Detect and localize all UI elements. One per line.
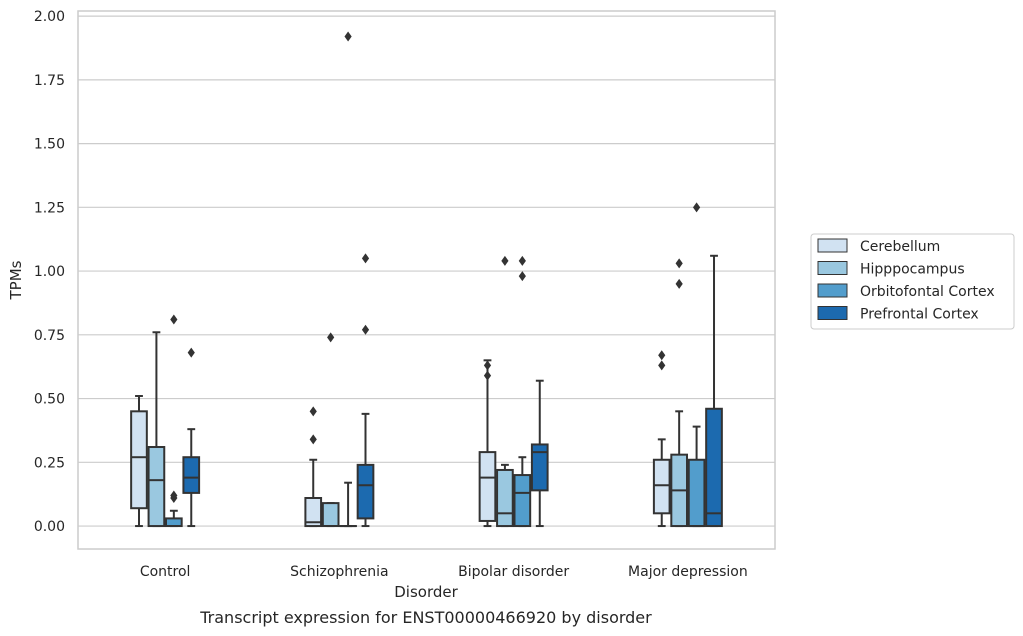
box-body: [182, 456, 201, 494]
y-tick-label: 1.25: [34, 200, 65, 216]
legend-label: Prefrontal Cortex: [860, 307, 979, 323]
x-tick-label: Control: [140, 564, 191, 580]
outlier-point: [327, 332, 335, 343]
box-2-1: [339, 31, 357, 528]
outlier-point: [361, 324, 370, 335]
legend-label: Orbitofontal Cortex: [860, 284, 995, 300]
y-tick-label: 0.75: [34, 328, 65, 344]
box-body: [321, 502, 340, 528]
box-body: [496, 468, 514, 528]
y-tick-label: 0.25: [34, 455, 65, 471]
outlier-point: [483, 360, 492, 371]
legend-label: Hipppocampus: [860, 262, 965, 278]
x-axis-title: Disorder: [394, 583, 458, 601]
outlier-point: [170, 490, 178, 501]
outlier-point: [675, 258, 683, 269]
outlier-point: [344, 31, 352, 42]
box-3-3: [705, 254, 723, 528]
box-3-0: [182, 347, 201, 528]
box-0-1: [304, 406, 323, 528]
outlier-point: [658, 360, 666, 371]
box-body: [513, 474, 532, 528]
box-1-0: [147, 331, 166, 528]
outlier-point: [518, 255, 526, 266]
y-tick-label: 0.00: [34, 519, 65, 535]
box-1-2: [496, 255, 514, 528]
outlier-point: [675, 278, 683, 289]
box-1-3: [670, 258, 689, 528]
box-0-3: [652, 350, 671, 528]
box-body: [687, 458, 706, 528]
outlier-point: [483, 370, 492, 381]
box-body: [164, 517, 183, 528]
box-2-2: [513, 255, 532, 528]
box-body: [130, 410, 148, 510]
box-1-1: [321, 332, 340, 528]
box-body: [356, 463, 375, 520]
legend-swatch: [817, 238, 848, 253]
box-3-2: [530, 379, 549, 528]
x-tick-labels: Control Schizophrenia Bipolar disorder Majo…: [140, 564, 748, 580]
gridlines: [78, 15, 775, 527]
box-body: [705, 407, 723, 528]
outlier-point: [658, 350, 666, 361]
y-tick-label: 1.75: [34, 73, 65, 89]
boxes: [130, 31, 723, 528]
y-tick-label: 1.00: [34, 264, 65, 280]
box-body: [478, 451, 497, 522]
outlier-point: [309, 434, 317, 445]
y-tick-label: 2.00: [34, 9, 65, 25]
y-tick-labels: 0.00 0.25 0.50 0.75 1.00 1.25 1.50 1.75 2.00: [34, 9, 65, 535]
outlier-point: [170, 314, 178, 325]
legend: Cerebellum Hipppocampus Orbitofontal Corte…: [810, 233, 1015, 330]
legend-frame: [810, 233, 1015, 330]
y-tick-label: 1.50: [34, 137, 65, 153]
x-tick-label: Bipolar disorder: [458, 564, 569, 580]
outlier-point: [361, 253, 370, 264]
x-tick-label: Schizophrenia: [290, 564, 388, 580]
x-tick-label: Major depression: [628, 564, 748, 580]
outlier-point: [692, 202, 701, 213]
y-tick-label: 0.50: [34, 392, 65, 408]
box-body: [530, 443, 549, 492]
legend-swatch: [817, 306, 848, 320]
y-axis-title: TPMs: [7, 260, 25, 300]
legend-swatch: [817, 261, 848, 275]
box-body: [652, 458, 671, 515]
box-0-0: [130, 395, 148, 528]
outlier-point: [187, 347, 195, 358]
legend-swatch: [817, 283, 848, 298]
legend-label: Cerebellum: [860, 239, 940, 255]
box-3-1: [356, 253, 375, 528]
outlier-point: [518, 271, 526, 282]
plot-area-frame: [77, 10, 776, 550]
box-0-2: [478, 359, 497, 528]
box-body: [147, 446, 166, 528]
outlier-point: [501, 255, 509, 266]
outlier-point: [309, 406, 317, 417]
chart-caption: Transcript expression for ENST0000046692…: [199, 608, 652, 627]
box-body: [304, 497, 323, 528]
box-2-0: [164, 314, 183, 528]
box-2-3: [687, 202, 706, 528]
